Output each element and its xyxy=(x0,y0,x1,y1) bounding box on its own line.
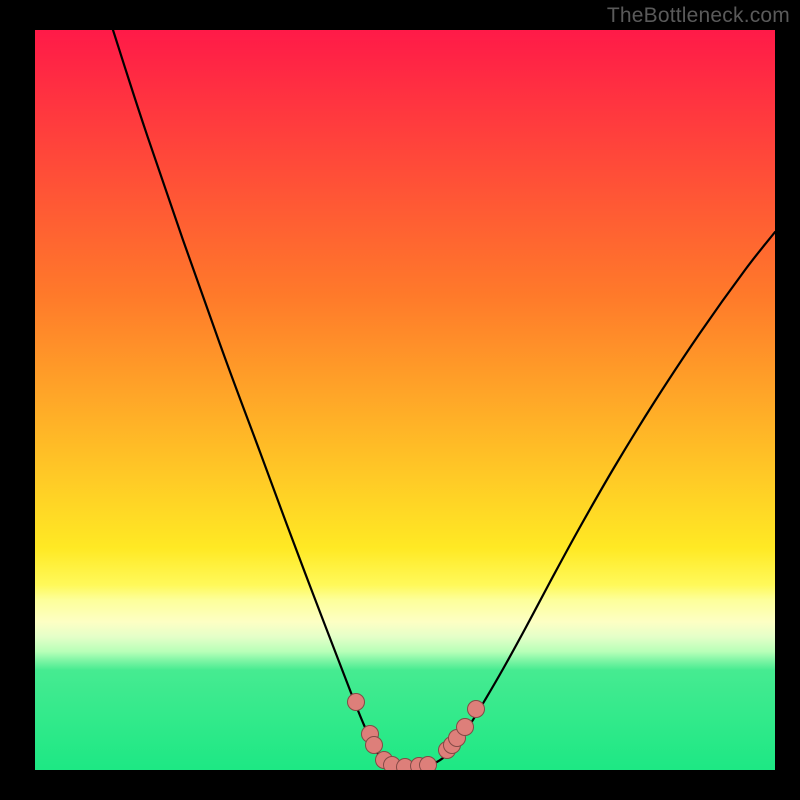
bottleneck-curve xyxy=(113,30,775,768)
data-marker xyxy=(468,701,485,718)
chart-svg xyxy=(0,0,800,800)
data-marker xyxy=(348,694,365,711)
data-marker xyxy=(366,737,383,754)
chart-container: { "meta": { "watermark": "TheBottleneck.… xyxy=(0,0,800,800)
data-marker xyxy=(420,757,437,774)
watermark-text: TheBottleneck.com xyxy=(607,4,790,28)
data-marker xyxy=(457,719,474,736)
